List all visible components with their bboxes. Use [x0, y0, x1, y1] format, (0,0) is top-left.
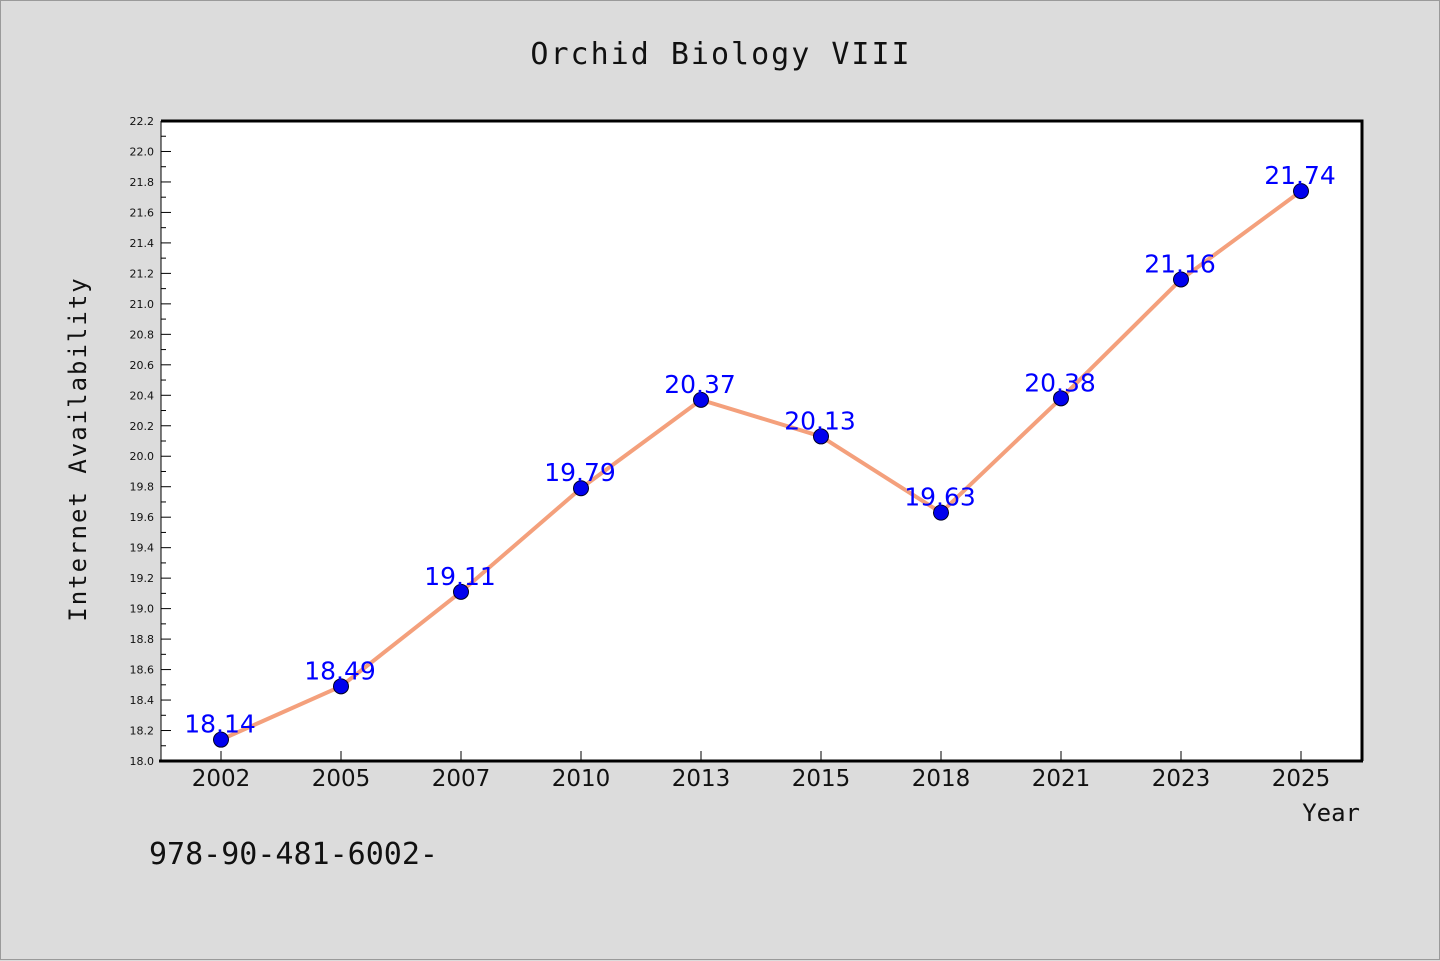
data-label: 19.63: [904, 483, 976, 512]
y-tick-label: 18.0: [130, 755, 155, 768]
x-tick-label: 2025: [1272, 766, 1331, 792]
y-tick-label: 20.6: [130, 359, 155, 372]
y-tick-label: 22.2: [130, 115, 155, 128]
x-tick-label: 2015: [792, 766, 851, 792]
data-point: [333, 678, 349, 695]
y-tick-label: 21.0: [130, 298, 155, 311]
data-label: 20.38: [1024, 368, 1096, 397]
data-label: 20.37: [664, 370, 736, 399]
x-axis-label: Year: [1302, 799, 1360, 827]
data-point: [1053, 390, 1069, 407]
data-labels: 18.14 18.49 19.11 19.79 20.37 20.13 19.63 20.38…: [184, 161, 1336, 739]
data-point: [693, 391, 709, 408]
x-tick-label: 2010: [552, 766, 611, 792]
y-tick-label: 18.6: [130, 664, 155, 677]
data-point: [813, 428, 829, 445]
footer-isbn: 978-90-481-6002-: [149, 837, 438, 872]
y-tick-label: 18.4: [130, 694, 155, 707]
y-tick-label: 22.0: [130, 145, 155, 158]
x-tick-label: 2007: [432, 766, 491, 792]
data-label: 18.14: [184, 710, 256, 739]
y-tick-label: 19.8: [130, 481, 155, 494]
x-tick-label: 2005: [312, 766, 371, 792]
x-tick-label: 2002: [192, 766, 251, 792]
x-tick-label: 2018: [912, 766, 971, 792]
data-point: [453, 583, 469, 600]
series-line-group: [220, 189, 1303, 742]
y-axis-label: Internet Availability: [64, 276, 92, 621]
data-point: [573, 480, 589, 497]
y-tick-label: 18.8: [130, 633, 155, 646]
data-label: 21.74: [1264, 161, 1336, 190]
y-tick-label: 21.8: [130, 176, 155, 189]
y-tick-label: 19.4: [130, 542, 155, 555]
y-axis-ticks: 18.0 18.2 18.4 18.6 18.8 19.0 19.2 19.4 19.6 19.8…: [130, 115, 171, 768]
data-label: 20.13: [784, 406, 856, 435]
y-tick-label: 18.2: [130, 725, 155, 738]
chart-title: Orchid Biology VIII: [530, 37, 911, 72]
y-tick-label: 20.2: [130, 420, 155, 433]
data-label: 18.49: [304, 656, 376, 685]
data-point: [933, 504, 949, 521]
data-point: [213, 731, 229, 748]
y-tick-label: 21.2: [130, 267, 155, 280]
y-tick-label: 20.4: [130, 389, 155, 402]
y-tick-label: 21.4: [130, 237, 155, 250]
x-axis-ticks: 2002 2005 2007 2010 2013 2015 2018 2021 2023 2025: [192, 751, 1331, 792]
data-label: 19.11: [424, 562, 496, 591]
x-tick-label: 2021: [1032, 766, 1091, 792]
x-tick-label: 2023: [1152, 766, 1211, 792]
y-tick-label: 20.0: [130, 450, 155, 463]
data-label: 19.79: [544, 458, 616, 487]
y-tick-label: 19.0: [130, 603, 155, 616]
x-tick-label: 2013: [672, 766, 731, 792]
plot-area: [161, 121, 1362, 761]
y-tick-label: 19.6: [130, 511, 155, 524]
y-tick-label: 21.6: [130, 206, 155, 219]
series-line: [220, 189, 1303, 742]
data-point: [1293, 183, 1309, 200]
series-markers: [213, 183, 1309, 748]
data-point: [1173, 271, 1189, 288]
data-label: 21.16: [1144, 249, 1216, 278]
y-tick-label: 19.2: [130, 572, 155, 585]
y-tick-label: 20.8: [130, 328, 155, 341]
plot-border: [161, 119, 1364, 761]
